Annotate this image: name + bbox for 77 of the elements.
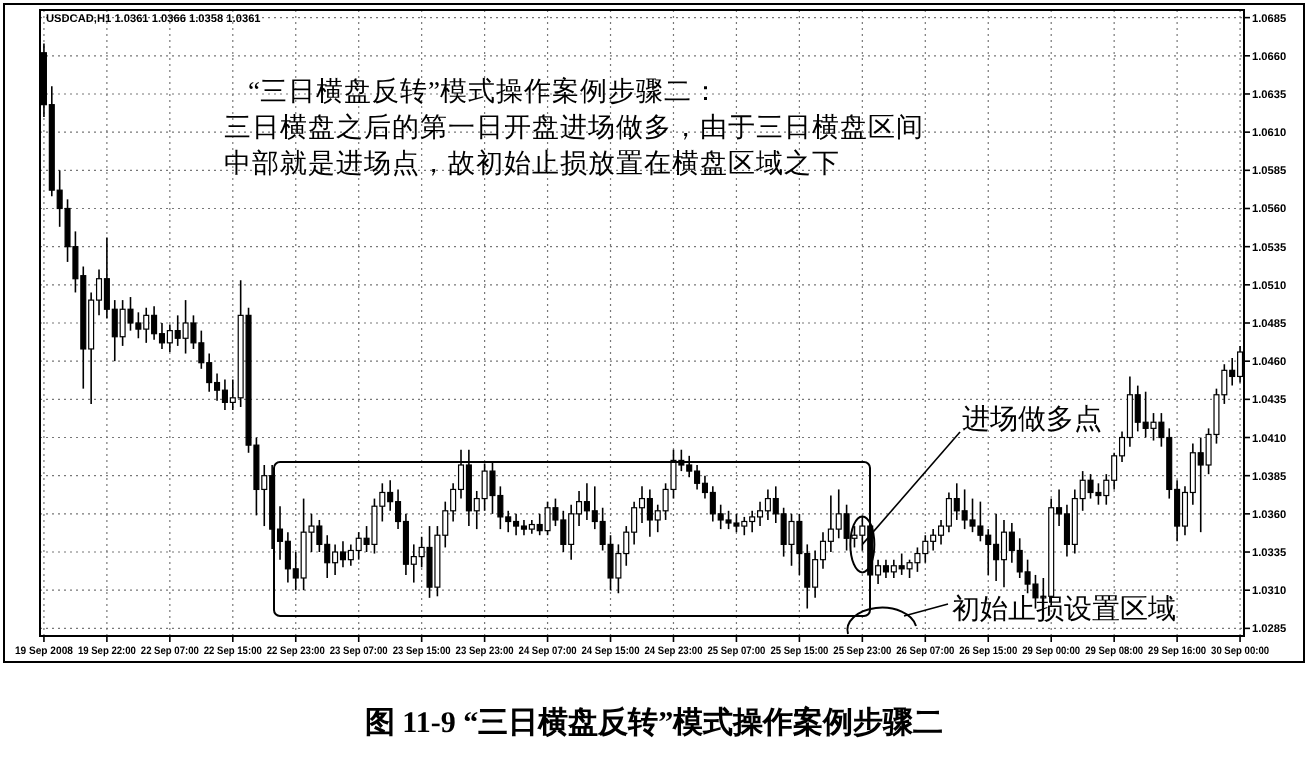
candlestick (646, 488, 653, 538)
candlestick (536, 513, 543, 537)
candlestick (890, 558, 897, 579)
candlestick (1095, 482, 1102, 506)
candlestick (953, 482, 960, 521)
candlestick (135, 311, 142, 340)
candlestick (1229, 357, 1236, 387)
candlestick (1071, 488, 1078, 555)
candlestick (882, 558, 889, 579)
candlestick (764, 488, 771, 521)
candlestick (560, 510, 567, 553)
candlestick (725, 510, 732, 530)
candlestick (1016, 537, 1023, 579)
candlestick (1134, 384, 1141, 433)
candlestick (694, 464, 701, 491)
candlestick (1150, 412, 1157, 442)
candlestick (686, 455, 693, 479)
candlestick (1087, 473, 1094, 500)
candlestick (969, 497, 976, 533)
candlestick (300, 497, 307, 591)
candlestick (568, 503, 575, 561)
candlestick (1197, 436, 1204, 533)
candlestick (993, 513, 1000, 582)
annotation: “三日横盘反转”模式操作案例步骤二： (248, 74, 720, 106)
candlestick (174, 314, 181, 347)
candlestick (119, 299, 126, 347)
candlestick (812, 549, 819, 599)
candlestick (906, 558, 913, 579)
candlestick (151, 305, 158, 341)
candlestick (143, 306, 150, 344)
candlestick (827, 494, 834, 553)
candlestick (1126, 375, 1133, 448)
candlestick (221, 378, 228, 411)
candlestick (513, 513, 520, 537)
annotation: 中部就是进场点，故初始止损放置在横盘区域之下 (224, 148, 840, 178)
candlestick (127, 296, 134, 332)
candlestick (749, 510, 756, 533)
candlestick (780, 506, 787, 558)
candlestick (985, 528, 992, 576)
candlestick (481, 462, 488, 512)
candlestick (166, 323, 173, 353)
candlestick (922, 534, 929, 564)
candlestick (371, 497, 378, 555)
candlestick (1000, 519, 1008, 588)
candlestick (1063, 503, 1070, 558)
candlestick (945, 491, 952, 533)
candlestick (709, 485, 716, 523)
candlestick (898, 552, 905, 576)
candlestick (733, 513, 740, 533)
candlestick (930, 528, 937, 552)
candlestick (741, 516, 748, 537)
candlestick (544, 500, 551, 537)
candlestick (284, 531, 291, 584)
candlestick (843, 503, 850, 552)
candlestick (835, 488, 842, 540)
candlestick (631, 500, 638, 546)
candlestick (977, 500, 984, 543)
annotation: 初始止损设置区域 (952, 594, 1176, 626)
candlestick (276, 505, 284, 561)
candlestick (465, 448, 472, 527)
candlestick (788, 513, 795, 567)
candlestick (182, 299, 189, 355)
candlestick (961, 488, 968, 530)
candlestick (158, 322, 166, 350)
candlestick (332, 543, 339, 576)
annotation: 进场做多点 (962, 404, 1102, 436)
candlestick (1024, 558, 1031, 595)
candlestick (347, 543, 354, 567)
text: 图 11-9 “三日横盘反转”模式操作案例步骤二 (364, 704, 944, 740)
candlestick (583, 482, 590, 521)
candlestick (355, 531, 362, 561)
candlestick (339, 540, 347, 569)
candlestick (426, 525, 433, 599)
candlestick (489, 461, 496, 515)
candlestick (1142, 390, 1149, 439)
candlestick (757, 500, 764, 527)
annotation: 三日横盘之后的第一日开盘进场做多，由于三日横盘区间 (224, 112, 924, 142)
